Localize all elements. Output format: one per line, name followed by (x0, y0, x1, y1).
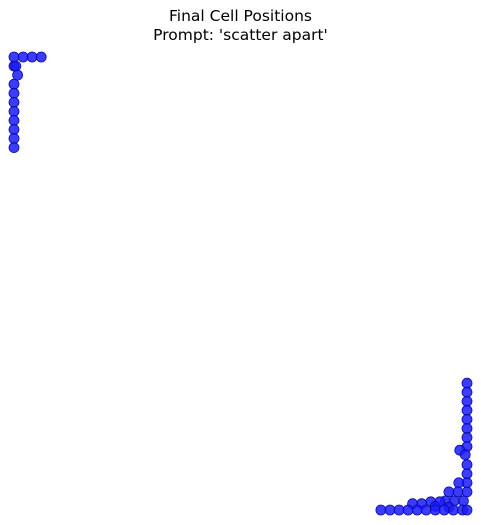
scatter-point (420, 504, 432, 516)
scatter-point (402, 504, 414, 516)
scatter-point (447, 504, 459, 516)
scatter-point (411, 504, 423, 516)
scatter-point (12, 69, 24, 81)
scatter-point (384, 504, 396, 516)
scatter-point (452, 486, 464, 498)
scatter-point (393, 504, 405, 516)
scatter-point (375, 504, 387, 516)
scatter-point (8, 106, 20, 117)
scatter-point (17, 51, 29, 63)
scatter-point (429, 504, 441, 516)
scatter-point (459, 449, 471, 461)
scatter-point (35, 51, 47, 63)
scatter-point (461, 486, 473, 498)
scatter-point (461, 386, 473, 398)
scatter-point (8, 142, 20, 154)
scatter-point (457, 495, 469, 507)
scatter-point (8, 124, 20, 135)
scatter-point (453, 477, 465, 489)
scatter-point (8, 87, 20, 99)
scatter-point (438, 504, 450, 516)
scatter-point (8, 96, 20, 108)
scatter-point (8, 51, 20, 63)
scatter-point (461, 404, 473, 416)
scatter-point (461, 459, 473, 471)
scatter-point (26, 51, 38, 63)
scatter-point (461, 377, 473, 389)
scatter-point (461, 423, 473, 434)
scatter-point (8, 133, 20, 144)
scatter-point (461, 432, 473, 443)
scatter-points (8, 51, 473, 516)
scatter-point (443, 486, 455, 498)
scatter-point (8, 78, 20, 90)
scatter-point (461, 413, 473, 425)
scatter-point (461, 504, 473, 516)
scatter-point (10, 60, 22, 72)
scatter-point (461, 395, 473, 407)
scatter-point (8, 115, 20, 126)
chart-title-block: Final Cell Positions Prompt: 'scatter ap… (0, 7, 481, 45)
chart-subtitle: Prompt: 'scatter apart' (153, 26, 328, 44)
scatter-point (461, 468, 473, 480)
chart-title: Final Cell Positions (169, 7, 312, 25)
